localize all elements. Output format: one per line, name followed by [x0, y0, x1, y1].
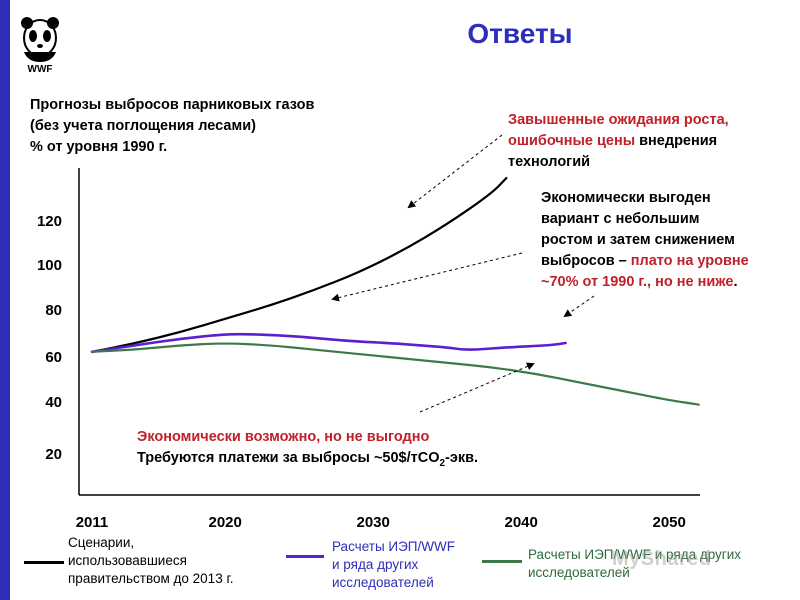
- annotation-middle-line-4-black: выбросов –: [541, 253, 631, 269]
- legend-green: Расчеты ИЭП/WWF и ряда других исследоват…: [528, 546, 741, 582]
- annotation-middle-line-1: Экономически выгоден: [541, 190, 711, 206]
- annotation-top-line-2-red: ошибочные цены: [508, 133, 636, 149]
- left-accent-bar: [0, 0, 10, 600]
- annotation-top-line-3: технологий: [508, 154, 591, 170]
- x-tick-label-2040: 2040: [505, 514, 538, 531]
- annotation-bottom-line-2b: -экв.: [445, 450, 479, 466]
- annotation-middle-line-5-red: ~70% от 1990 г., но не ниже: [541, 274, 734, 290]
- chart-title-line-1: Прогнозы выбросов парниковых газов: [30, 97, 315, 113]
- annotation-middle-line-4-red: плато на уровне: [630, 253, 749, 269]
- chart-title: Прогнозы выбросов парниковых газов (без …: [30, 95, 314, 158]
- legend-purple-line-1: Расчеты ИЭП/WWF: [332, 539, 455, 554]
- legend-purple-line-2: и ряда других: [332, 557, 419, 572]
- slide-title: Ответы: [467, 18, 573, 49]
- annotation-top-line-2-black: внедрения: [635, 133, 718, 149]
- annotation-economically-beneficial: Экономически выгоден вариант с небольшим…: [541, 188, 749, 293]
- legend-line-purple: [286, 555, 324, 558]
- y-tick-labels: 20 40 60 80 100 120: [37, 213, 62, 463]
- series-line-purple: [90, 332, 567, 354]
- chart-title-line-2: (без учета поглощения лесами): [30, 118, 256, 134]
- x-tick-label-2011: 2011: [76, 514, 109, 531]
- panda-icon: [21, 17, 59, 62]
- legend-black: Сценарии, использовавшиеся правительство…: [68, 534, 233, 588]
- legend-black-line-2: использовавшиеся: [68, 553, 187, 568]
- y-tick-label-80: 80: [45, 302, 62, 319]
- x-tick-label-2020: 2020: [209, 514, 242, 531]
- chart-title-line-3: % от уровня 1990 г.: [30, 139, 168, 155]
- y-tick-label-20: 20: [45, 446, 62, 463]
- annotation-bottom-subscript: 2: [439, 457, 446, 469]
- logo-text: WWF: [27, 64, 53, 75]
- annotation-middle-line-2: вариант с небольшим: [541, 211, 700, 227]
- legend-green-line-2: исследователей: [528, 565, 630, 580]
- y-tick-label-100: 100: [37, 257, 62, 274]
- annotation-bottom-line-2a: Требуются платежи за выбросы ~50$/тCO: [137, 450, 440, 466]
- x-tick-label-2050: 2050: [653, 514, 686, 531]
- series-line-green: [90, 342, 700, 406]
- arrow-to-purple-end: [563, 295, 595, 318]
- y-tick-label-60: 60: [45, 349, 62, 366]
- legend-line-black: [24, 561, 64, 564]
- annotation-bottom-line-1: Экономически возможно, но не выгодно: [137, 429, 430, 445]
- wwf-logo: WWF: [18, 14, 62, 78]
- series-line-black: [90, 176, 508, 353]
- y-tick-label-40: 40: [45, 394, 62, 411]
- legend-line-green: [482, 560, 522, 563]
- annotation-overestimated-growth: Завышенные ожидания роста, ошибочные цен…: [508, 110, 729, 173]
- arrow-to-green-series: [419, 362, 535, 413]
- x-tick-labels: 2011 2020 2030 2040 2050: [76, 514, 686, 531]
- legend-purple-line-3: исследователей: [332, 575, 434, 590]
- annotation-top-line-1: Завышенные ожидания роста,: [508, 112, 729, 128]
- arrow-to-purple-series: [331, 252, 523, 302]
- x-tick-label-2030: 2030: [357, 514, 390, 531]
- legend-black-line-3: правительством до 2013 г.: [68, 571, 234, 586]
- legend-purple: Расчеты ИЭП/WWF и ряда других исследоват…: [332, 538, 455, 592]
- annotation-middle-line-5-black: .: [733, 274, 738, 290]
- annotation-middle-line-3: ростом и затем снижением: [541, 232, 735, 248]
- legend-green-line-1: Расчеты ИЭП/WWF и ряда других: [528, 547, 742, 562]
- watermark: MyShared: [612, 548, 712, 570]
- y-tick-label-120: 120: [37, 213, 62, 230]
- series-lines: [90, 176, 700, 406]
- legend-black-line-1: Сценарии,: [68, 535, 135, 550]
- arrow-to-black-series: [407, 134, 503, 209]
- annotation-possible-not-beneficial: Экономически возможно, но не выгодно Тре…: [137, 427, 478, 474]
